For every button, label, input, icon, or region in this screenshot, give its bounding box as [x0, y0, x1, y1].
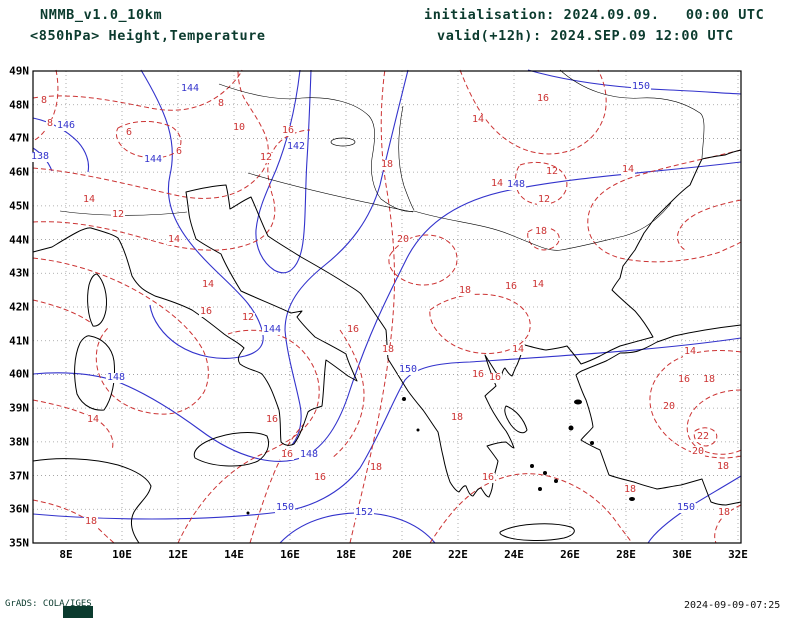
height-contour: [279, 512, 436, 544]
temp-contour: [32, 399, 114, 451]
coastline-europe: [32, 149, 742, 498]
grads-credit: GrADS: COLA/IGES: [5, 599, 92, 609]
island-dot: [416, 428, 420, 432]
coastline-tunisia: [32, 458, 152, 544]
corner-marker: [63, 606, 93, 618]
island-corsica: [87, 273, 107, 327]
init-time: initialisation: 2024.09.09. 00:00 UTC: [424, 7, 765, 23]
island-crete: [499, 523, 575, 541]
temp-contour: [32, 129, 311, 251]
temp-contour: [32, 299, 91, 323]
temp-contour: [32, 257, 209, 415]
island-dot: [568, 425, 574, 431]
coastline-anatolia: [575, 324, 742, 506]
temp-contour: [115, 121, 182, 159]
height-contour: [32, 337, 742, 520]
island-dot: [590, 441, 594, 445]
river-tisza: [398, 105, 415, 211]
temp-contour: [693, 427, 718, 447]
temp-contour: [459, 69, 607, 155]
temp-contour: [429, 473, 633, 544]
temp-contour: [331, 329, 365, 459]
temp-contour: [515, 161, 568, 206]
island-malta: [246, 511, 250, 515]
height-contour: [284, 69, 409, 446]
island-sicily: [193, 432, 270, 467]
temp-contour: [32, 499, 115, 544]
island-euboea: [504, 405, 528, 434]
temperature-contour-layer: [32, 69, 742, 544]
temp-contour: [32, 69, 243, 111]
height-contour-layer: [32, 69, 742, 544]
grid-layer: [33, 71, 741, 543]
temp-contour: [587, 149, 742, 263]
temp-contour: [527, 226, 560, 251]
temp-contour: [686, 389, 742, 455]
river-danube: [218, 83, 672, 251]
river-layer: [59, 69, 705, 251]
temp-contour: [249, 423, 305, 544]
island-dot: [554, 479, 558, 483]
temp-contour: [429, 293, 531, 354]
temp-contour: [32, 69, 59, 142]
temp-contour: [649, 350, 742, 459]
island-lesbos: [574, 399, 582, 405]
temp-contour: [677, 199, 742, 251]
height-contour: [255, 69, 312, 274]
river-sava: [247, 172, 414, 213]
island-rhodes: [629, 497, 635, 501]
height-contour: [140, 69, 264, 359]
coastline-layer: [32, 149, 742, 544]
river-dniester: [559, 69, 705, 159]
lake-balaton: [330, 137, 356, 147]
height-contour: [527, 69, 742, 95]
island-dot: [543, 471, 547, 475]
height-contour: [32, 117, 90, 173]
temp-contour: [349, 69, 396, 544]
temp-contour: [32, 69, 269, 199]
island-dot: [530, 464, 534, 468]
island-sardinia: [74, 335, 115, 411]
render-timestamp: 2024-09-09-07:25: [684, 600, 781, 611]
island-corfu: [402, 397, 406, 401]
model-title: NMMB_v1.0_10km: [40, 7, 163, 23]
field-title: <850hPa> Height,Temperature: [30, 28, 266, 44]
island-dot: [538, 487, 542, 491]
temp-contour: [388, 234, 458, 286]
valid-time: valid(+12h): 2024.SEP.09 12:00 UTC: [437, 28, 734, 44]
river-po: [59, 210, 188, 216]
map-frame: [32, 70, 742, 544]
temp-contour: [714, 504, 742, 544]
height-contour: [32, 147, 53, 172]
